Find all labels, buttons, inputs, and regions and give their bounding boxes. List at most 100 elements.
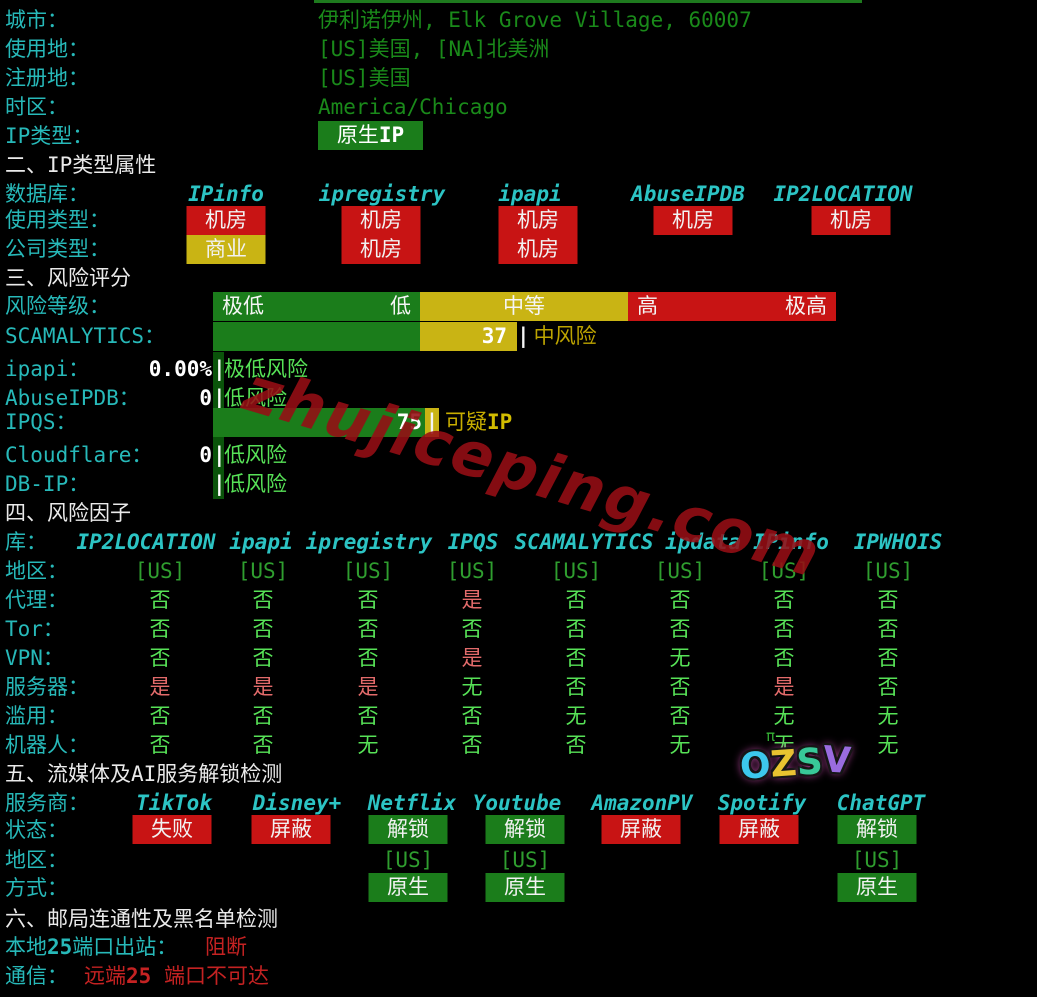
abuse-cell: 否 [461, 704, 483, 728]
proxy-cell: 否 [252, 588, 274, 612]
vpn-cell: 否 [252, 646, 274, 670]
cloudflare-risk-label: Cloudflare： [5, 443, 153, 467]
scale-mid-label: 中等 [503, 294, 545, 318]
dbip-verdict: 低风险 [224, 472, 287, 496]
abuseipdb-risk-score: 0 [199, 386, 212, 410]
dbip-risk-label: DB-IP： [5, 472, 90, 496]
sticker-letter-v: V [821, 739, 852, 783]
server-cell: 是 [149, 675, 171, 699]
ipapi-risk-label: ipapi： [5, 357, 90, 381]
region-cell: [US] [862, 559, 914, 583]
scale-high-label: 高 [637, 294, 658, 318]
provider-label: 服务商： [5, 791, 89, 815]
scale-verylow-label: 极低 [222, 294, 264, 318]
section4-title: 四、风险因子 [5, 501, 131, 525]
s5-header-chatgpt: ChatGPT [836, 791, 926, 815]
robot-cell: 否 [149, 733, 171, 757]
server-row-label: 服务器： [5, 675, 89, 699]
stream-region-label: 地区： [5, 848, 68, 872]
scale-low-label: 低 [390, 294, 411, 318]
region-cell: [US] [758, 559, 810, 583]
ip-type-label: IP类型： [5, 124, 94, 148]
s4-header-ipapi: ipapi [229, 530, 293, 554]
status-badge-youtube: 解锁 [485, 815, 565, 844]
section5-title: 五、流媒体及AI服务解锁检测 [5, 762, 283, 786]
status-badge-spotify: 屏蔽 [719, 815, 799, 844]
s5-header-amazonpv: AmazonPV [591, 791, 693, 815]
registry-location-label: 注册地： [5, 66, 89, 90]
proxy-cell: 否 [877, 588, 899, 612]
server-cell: 是 [252, 675, 274, 699]
risk-scale-label: 风险等级： [5, 294, 110, 318]
ipqs-verdict-cn: 可疑 [445, 410, 487, 434]
vpn-cell: 否 [357, 646, 379, 670]
robot-cell: 无 [773, 733, 795, 757]
ip-type-badge-cn: 原生 [336, 123, 379, 147]
top-divider-line [314, 0, 862, 3]
status-badge-tiktok: 失败 [132, 815, 212, 844]
proxy-cell: 否 [357, 588, 379, 612]
ipqs-sep: | [425, 408, 439, 437]
scamalytics-score: 37 [420, 322, 517, 351]
comm-value-num: 25 [126, 964, 152, 988]
server-cell: 是 [357, 675, 379, 699]
db-header-ipregistry: ipregistry [318, 182, 446, 206]
method-badge-chatgpt: 原生 [837, 873, 917, 902]
region-cell: [US] [237, 559, 289, 583]
dbip-sep: | [213, 472, 226, 496]
server-cell: 否 [877, 675, 899, 699]
local-port25-value: 阻断 [205, 935, 247, 959]
local-label-b: 端口出站： [72, 935, 178, 959]
usage-type-badge: 机房 [186, 206, 266, 235]
ipapi-sep: | [213, 357, 226, 381]
status-badge-chatgpt: 解锁 [837, 815, 917, 844]
database-label: 数据库： [5, 182, 89, 206]
scamalytics-sep: | [517, 324, 530, 348]
comm-value: 远端25 端口不可达 [84, 962, 269, 991]
region-cell: [US] [446, 559, 498, 583]
tor-cell: 否 [669, 617, 691, 641]
risk-scale-bar: 极低 低 中等 高 极高 [213, 292, 836, 321]
tor-cell: 否 [773, 617, 795, 641]
robot-row-label: 机器人： [5, 733, 89, 757]
ozsv-sticker: OZSV [738, 739, 852, 788]
usage-type-badge: 机房 [653, 206, 733, 235]
scamalytics-verdict: 中风险 [533, 324, 597, 348]
s4-header-ipinfo: IPinfo [753, 530, 829, 554]
db-header-abuseipdb: AbuseIPDB [631, 182, 745, 206]
vpn-cell: 否 [877, 646, 899, 670]
ipqs-score: 75 [213, 408, 425, 437]
sticker-letter-z: Z [769, 742, 799, 786]
server-cell: 否 [669, 675, 691, 699]
robot-cell: 无 [669, 733, 691, 757]
vpn-row-label: VPN： [5, 646, 64, 670]
sticker-letter-o: O [738, 744, 773, 788]
status-badge-disney: 屏蔽 [251, 815, 331, 844]
ipqs-bar: 75 | 可疑IP [213, 408, 512, 437]
region-cell: [US] [550, 559, 602, 583]
ipqs-verdict-en: IP [487, 410, 513, 434]
usage-type-badge: 机房 [811, 206, 891, 235]
timezone-value: America/Chicago [318, 95, 508, 119]
scale-veryhigh-label: 极高 [785, 294, 827, 318]
region-cell: [US] [134, 559, 186, 583]
abuse-cell: 无 [773, 704, 795, 728]
company-type-badge: 机房 [341, 235, 421, 264]
comm-label: 通信： [5, 964, 68, 988]
region-row-label: 地区： [5, 559, 68, 583]
section6-title: 六、邮局连通性及黑名单检测 [5, 907, 278, 931]
proxy-cell: 否 [669, 588, 691, 612]
ipqs-verdict: 可疑IP [439, 408, 512, 437]
local-label-a: 本地 [5, 935, 47, 959]
timezone-label: 时区： [5, 95, 68, 119]
robot-cell: 否 [461, 733, 483, 757]
status-badge-amazonpv: 屏蔽 [601, 815, 681, 844]
abuseipdb-verdict: 低风险 [224, 386, 287, 410]
abuse-cell: 无 [877, 704, 899, 728]
usage-type-badge: 机房 [341, 206, 421, 235]
lib-label: 库： [5, 530, 47, 554]
ip-type-badge: 原生IP [318, 121, 423, 150]
section2-title: 二、IP类型属性 [5, 153, 157, 177]
status-row-label: 状态： [5, 818, 68, 842]
vpn-cell: 否 [773, 646, 795, 670]
